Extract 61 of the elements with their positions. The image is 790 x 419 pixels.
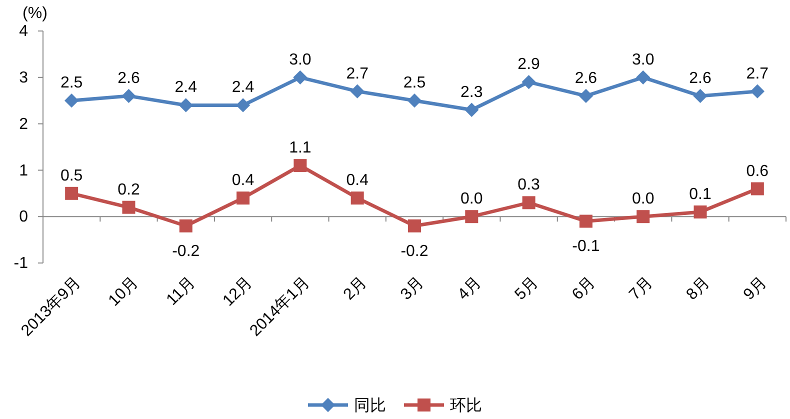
data-label: -0.2 (172, 242, 200, 260)
data-label: 0.1 (689, 186, 712, 203)
x-tick-label: 12月 (220, 274, 256, 310)
x-tick-label: 8月 (683, 274, 714, 304)
point (464, 102, 479, 117)
data-label: 2.5 (403, 74, 426, 92)
data-label: 1.1 (289, 140, 312, 157)
data-label: 0.3 (518, 176, 540, 194)
x-tick-label: 3月 (398, 274, 428, 304)
point (122, 200, 136, 214)
x-tick-label: 7月 (626, 274, 656, 304)
data-label: 3.0 (289, 51, 312, 68)
point (522, 196, 536, 210)
data-label: 0.5 (60, 167, 83, 184)
point (636, 70, 650, 84)
data-label: 2.5 (60, 74, 83, 92)
legend-label: 环比 (450, 396, 482, 415)
x-tick-label: 2月 (340, 274, 370, 304)
x-tick-label: 4月 (454, 274, 484, 304)
data-label: 2.3 (460, 84, 483, 101)
point (408, 219, 421, 232)
point (350, 192, 364, 205)
x-tick-label: 6月 (569, 274, 599, 304)
data-label: 2.4 (174, 79, 198, 96)
data-label: 0.0 (632, 190, 654, 208)
data-label: 2.7 (746, 65, 769, 82)
y-tick-label: 1 (19, 162, 28, 180)
legend-label: 同比 (354, 396, 386, 415)
data-label: 0.2 (118, 181, 140, 198)
point (236, 192, 250, 205)
x-tick-label: 11月 (164, 274, 199, 309)
y-tick-label: -1 (14, 255, 28, 272)
y-axis-title: (%) (22, 5, 48, 22)
x-tick-label: 5月 (512, 274, 542, 304)
y-tick-label: 3 (19, 70, 28, 87)
y-tick-label: 4 (19, 23, 28, 40)
data-label: 2.9 (518, 56, 540, 74)
data-label: 0.4 (346, 172, 369, 190)
y-tick-label: 2 (19, 116, 28, 133)
data-label: 2.6 (574, 70, 598, 87)
point (65, 186, 78, 200)
point (179, 219, 192, 232)
data-label: -0.2 (400, 242, 428, 260)
data-label: -0.1 (572, 238, 600, 256)
y-tick-label: 0 (19, 208, 28, 226)
data-label: 2.4 (232, 79, 254, 96)
data-label: 0.0 (460, 190, 483, 208)
x-tick-label: 9月 (740, 274, 770, 304)
point (750, 182, 764, 196)
data-label: 0.6 (746, 162, 769, 180)
data-label: 0.4 (232, 172, 254, 190)
point (636, 210, 650, 224)
data-label: 3.0 (632, 51, 654, 68)
point (465, 210, 478, 224)
point (694, 205, 707, 218)
data-label: 2.7 (346, 65, 369, 82)
data-label: 2.6 (118, 70, 140, 87)
point (579, 214, 592, 228)
x-tick-label: 10月 (106, 274, 142, 310)
data-label: 2.6 (689, 70, 712, 87)
point (294, 159, 307, 172)
